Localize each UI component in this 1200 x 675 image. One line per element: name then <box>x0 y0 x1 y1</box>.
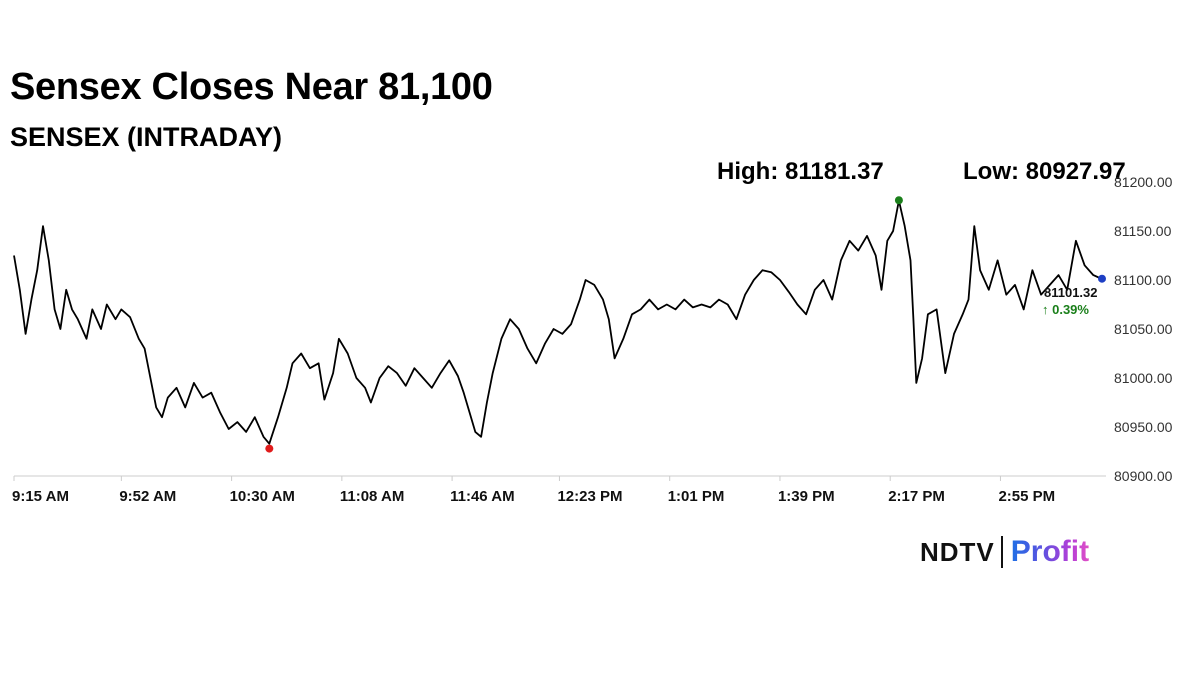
x-tick-label: 9:15 AM <box>12 488 69 505</box>
y-tick-label: 81100.00 <box>1114 272 1172 288</box>
x-tick-label: 10:30 AM <box>230 488 295 505</box>
x-tick-label: 11:46 AM <box>450 488 514 505</box>
low-stat: Low: 80927.97 <box>963 158 1126 185</box>
chart-subtitle: SENSEX (INTRADAY) <box>10 122 283 152</box>
ndtv-profit-logo: NDTV Profit <box>920 534 1089 570</box>
chart-title: Sensex Closes Near 81,100 <box>10 66 493 108</box>
low-marker <box>265 444 274 453</box>
logo-separator <box>1000 536 1003 568</box>
change-label: ↑ 0.39% <box>1042 302 1089 317</box>
y-tick-label: 81150.00 <box>1114 223 1172 239</box>
x-tick-label: 1:01 PM <box>668 488 725 505</box>
high-marker <box>894 196 903 205</box>
logo-profit-text: Profit <box>1010 535 1090 568</box>
logo-ndtv-text: NDTV <box>920 536 995 567</box>
x-tick-label: 1:39 PM <box>778 488 835 505</box>
close-marker <box>1098 274 1106 283</box>
x-tick-label: 12:23 PM <box>557 488 622 505</box>
sensex-price-line <box>13 199 1103 445</box>
y-tick-label: 81050.00 <box>1114 321 1173 337</box>
y-tick-label: 80900.00 <box>1114 468 1173 484</box>
x-tick-label: 2:17 PM <box>888 488 945 505</box>
x-tick-label: 11:08 AM <box>340 488 404 505</box>
y-tick-label: 81200.00 <box>1114 174 1173 190</box>
high-stat: High: 81181.37 <box>717 158 884 185</box>
close-value-label: 81101.32 <box>1044 285 1098 300</box>
y-tick-label: 81000.00 <box>1114 370 1173 386</box>
x-tick-label: 9:52 AM <box>119 488 176 505</box>
y-tick-label: 80950.00 <box>1114 419 1173 435</box>
x-tick-label: 2:55 PM <box>998 488 1055 505</box>
